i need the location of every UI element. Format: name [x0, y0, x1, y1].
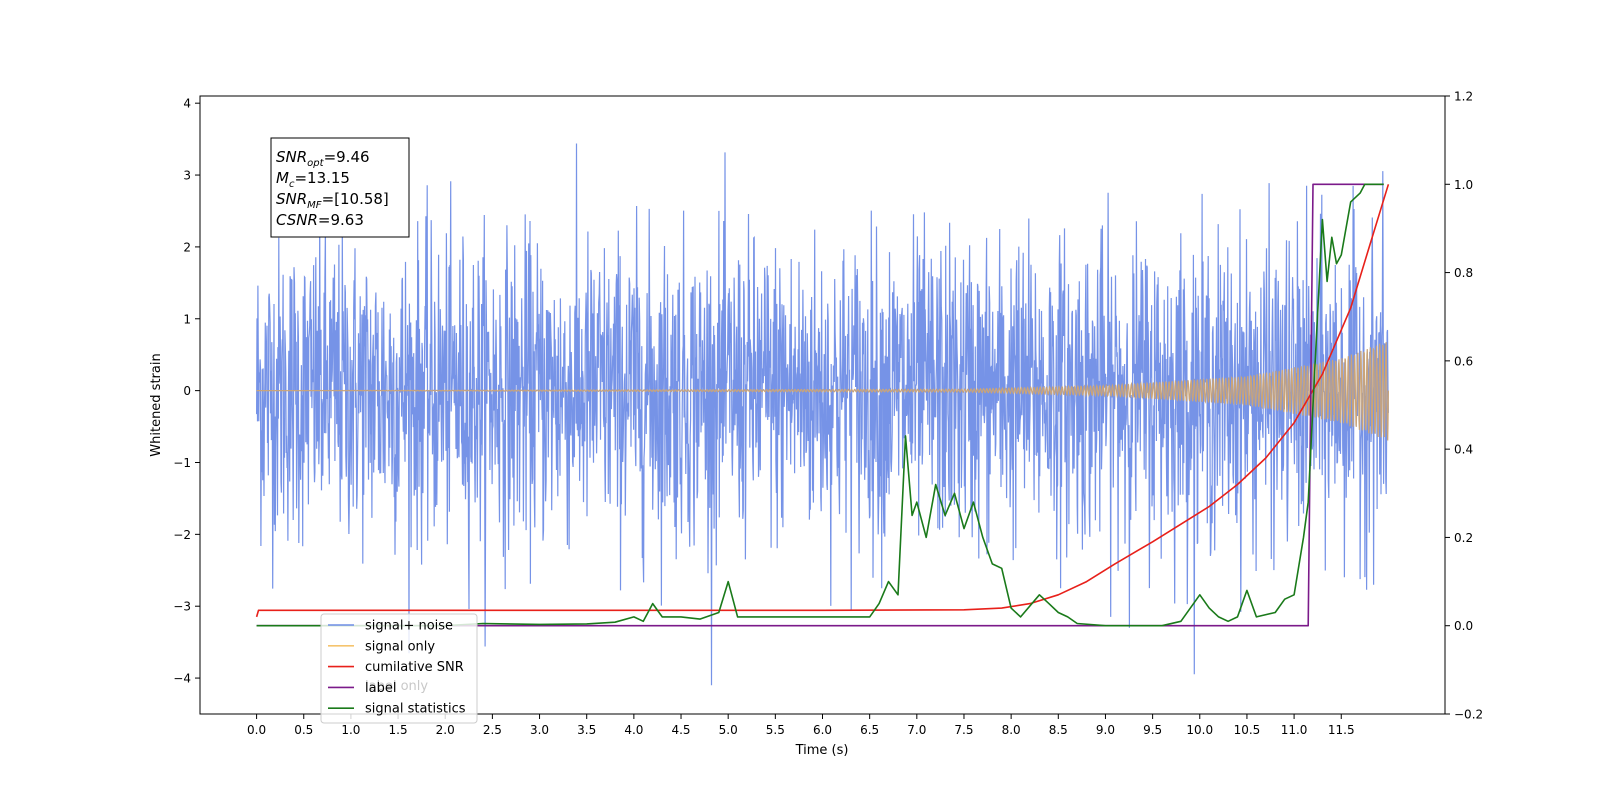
y-right-tick-label: 0.6 — [1454, 354, 1473, 368]
legend-label: cumilative SNR — [365, 660, 464, 675]
x-tick-label: 11.0 — [1281, 723, 1308, 737]
legend-label: signal+ noise — [365, 619, 453, 634]
y-left-tick-label: −3 — [173, 600, 191, 614]
series-label — [256, 183, 1384, 627]
series-layer — [255, 143, 1390, 686]
x-tick-label: 6.0 — [813, 723, 832, 737]
y-left-tick-label: 2 — [183, 240, 191, 254]
y-right-tick-label: 0.2 — [1454, 531, 1473, 545]
x-tick-label: 6.5 — [860, 723, 879, 737]
x-tick-label: 1.5 — [389, 723, 408, 737]
legend-hidden-text: label only — [365, 679, 428, 694]
y-axis-left-label: Whitened strain — [149, 353, 164, 456]
x-tick-label: 0.0 — [247, 723, 266, 737]
y-left-tick-label: 1 — [183, 312, 191, 326]
y-left-tick-label: −4 — [173, 672, 191, 686]
y-left-tick-label: 4 — [183, 97, 191, 111]
x-tick-label: 0.5 — [294, 723, 313, 737]
legend: label only signal+ noise signal only cumila… — [320, 613, 478, 724]
y-left-tick-label: −2 — [173, 528, 191, 542]
y-right-tick-label: 0.0 — [1454, 619, 1473, 633]
x-tick-label: 3.0 — [530, 723, 549, 737]
x-tick-label: 4.0 — [624, 723, 643, 737]
x-tick-label: 3.5 — [577, 723, 596, 737]
series-signal-statistics — [256, 183, 1384, 627]
y-right-tick-label: 0.4 — [1454, 443, 1473, 457]
annotation-box: SNRopt=9.46Mc=13.15SNRMF=[10.58]CSNR=9.6… — [270, 137, 410, 238]
x-tick-label: 7.5 — [954, 723, 973, 737]
legend-label: signal only — [365, 639, 435, 654]
y-left-tick-label: 3 — [183, 169, 191, 183]
y-left-tick-label: 0 — [183, 384, 191, 398]
x-tick-label: 9.5 — [1143, 723, 1162, 737]
x-tick-label: 7.0 — [907, 723, 926, 737]
y-right-tick-label: −0.2 — [1454, 708, 1483, 722]
y-axis-left: 4 3 2 1 0 −1 −2 −3 −4 — [173, 97, 200, 686]
x-axis: 0.0 0.5 1.0 1.5 2.0 2.5 3.0 3.5 4.0 4.5 5.0 5.5 6.0 6… — [247, 714, 1355, 737]
series-signal-only — [256, 342, 1389, 441]
x-tick-label: 10.5 — [1234, 723, 1261, 737]
x-tick-label: 10.0 — [1186, 723, 1213, 737]
x-tick-label: 2.5 — [483, 723, 502, 737]
x-tick-label: 5.5 — [766, 723, 785, 737]
x-tick-label: 8.5 — [1049, 723, 1068, 737]
x-tick-label: 2.0 — [436, 723, 455, 737]
series-cumilative-snr — [255, 184, 1390, 618]
annotation-line: SNRMF=[10.58] — [276, 190, 389, 211]
y-right-tick-label: 1.0 — [1454, 178, 1473, 192]
x-tick-label: 9.0 — [1096, 723, 1115, 737]
y-left-tick-label: −1 — [173, 456, 191, 470]
x-tick-label: 1.0 — [341, 723, 360, 737]
annotation-line: CSNR=9.63 — [276, 211, 364, 229]
series-signal-noise — [256, 143, 1389, 686]
legend-label: label — [365, 681, 396, 696]
x-tick-label: 5.0 — [719, 723, 738, 737]
annotation-line: SNRopt=9.46 — [276, 148, 370, 169]
x-tick-label: 11.5 — [1328, 723, 1355, 737]
x-tick-label: 4.5 — [671, 723, 690, 737]
x-tick-label: 8.0 — [1002, 723, 1021, 737]
y-axis-right: 1.2 1.0 0.8 0.6 0.4 0.2 0.0 −0.2 — [1445, 90, 1483, 722]
annotation-line: Mc=13.15 — [276, 169, 350, 190]
y-right-tick-label: 1.2 — [1454, 90, 1473, 104]
y-right-tick-label: 0.8 — [1454, 266, 1473, 280]
legend-label: signal statistics — [365, 702, 466, 717]
x-axis-label: Time (s) — [795, 743, 849, 758]
